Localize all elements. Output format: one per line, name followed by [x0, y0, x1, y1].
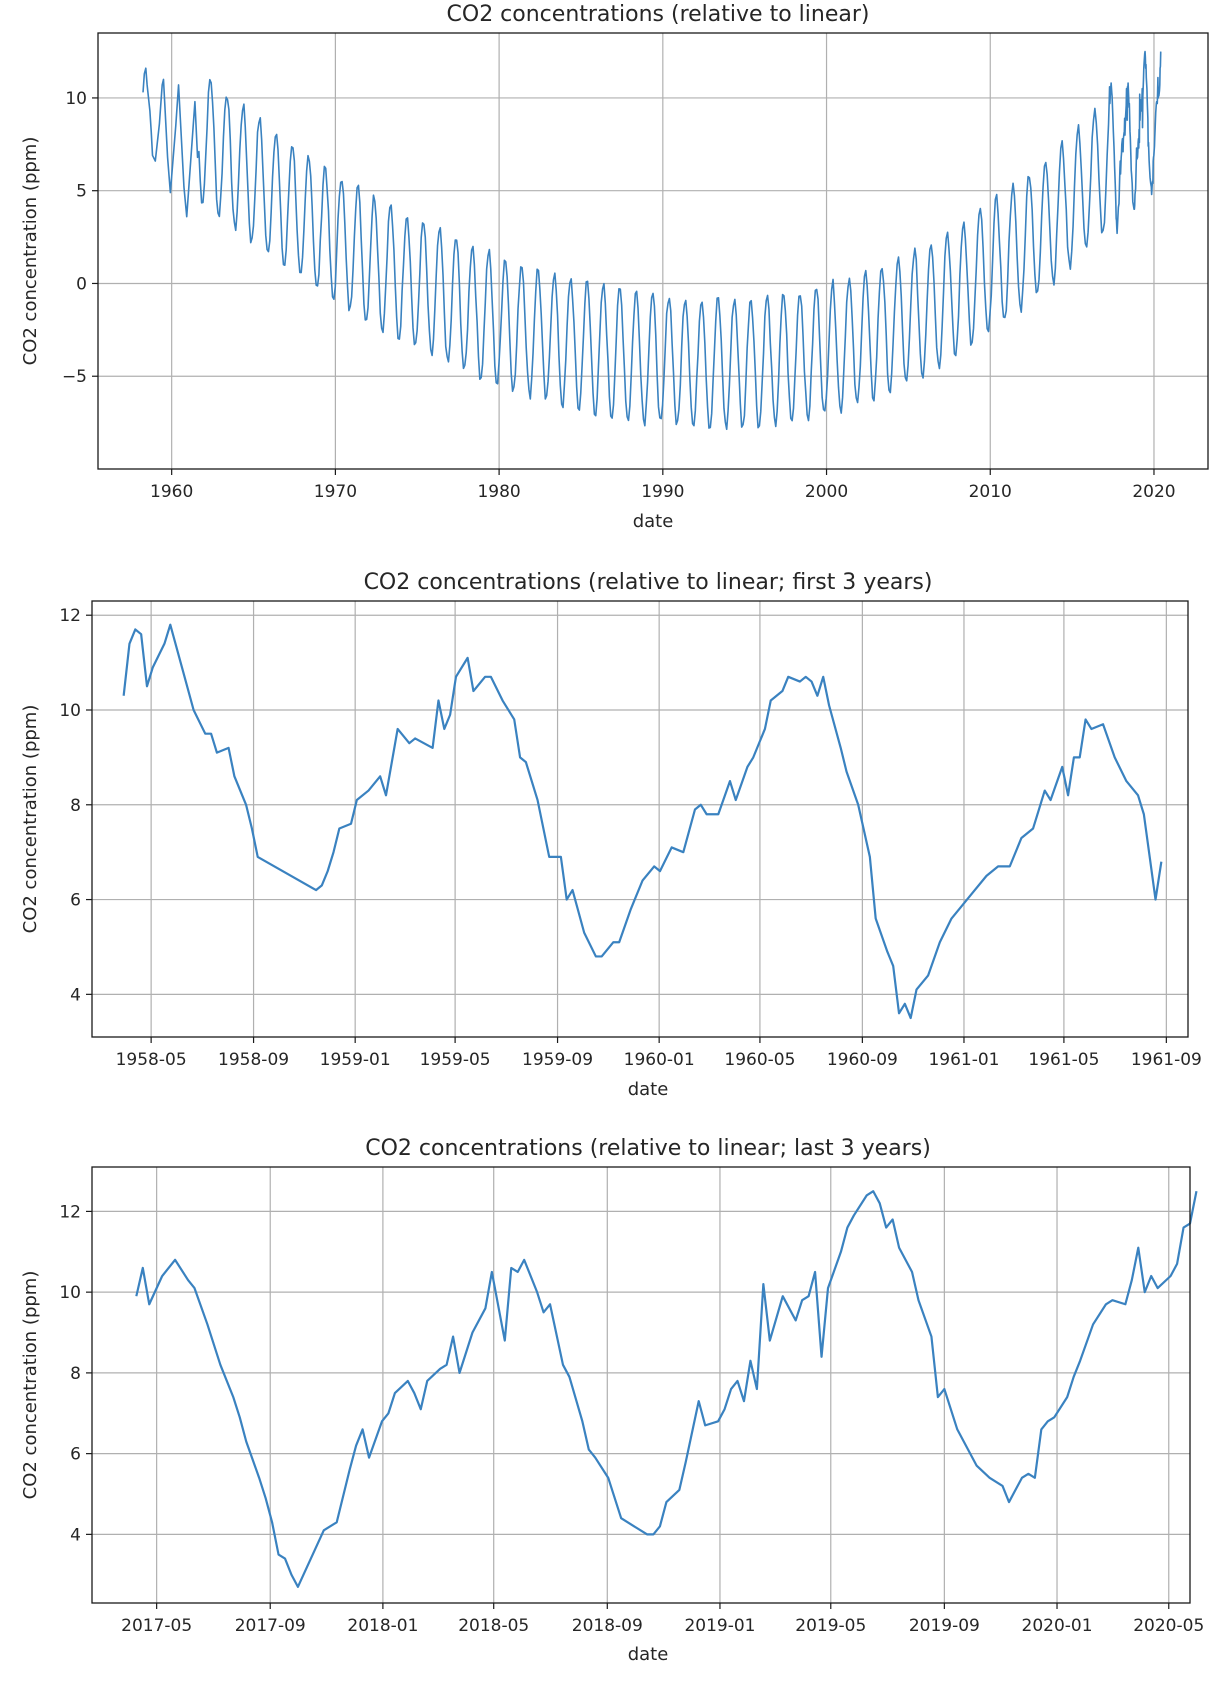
y-tick-label: 8: [70, 1364, 81, 1384]
x-tick-label: 2018-05: [458, 1616, 529, 1636]
y-axis-label: CO2 concentration (ppm): [20, 1271, 41, 1500]
y-tick-labels: 4 6 8 10 12: [59, 1202, 81, 1545]
y-tick-label: 10: [59, 701, 81, 721]
y-tick-label: 10: [59, 1283, 81, 1303]
y-tick-label: 6: [70, 1445, 81, 1465]
y-tick-label: 5: [76, 182, 87, 202]
y-axis-label: CO2 concentration (ppm): [20, 705, 41, 934]
y-axis-label: CO2 concentration (ppm): [20, 137, 41, 366]
x-tick-label: 2019-01: [684, 1616, 755, 1636]
x-tick-label: 1960-05: [724, 1050, 795, 1070]
x-tick-label: 1959-05: [420, 1050, 491, 1070]
x-tick-label: 2020-01: [1022, 1616, 1093, 1636]
chart-panel-3: CO2 concentrations (relative to linear; …: [20, 1136, 1204, 1665]
chart-title: CO2 concentrations (relative to linear; …: [365, 1136, 931, 1161]
x-tick-label: 2017-09: [235, 1616, 306, 1636]
axis-ticks: [92, 97, 1155, 475]
x-tick-label: 2018-01: [347, 1616, 418, 1636]
data-line: [135, 1190, 1198, 1588]
x-tick-label: 2019-05: [795, 1616, 866, 1636]
x-axis-label: date: [628, 1644, 669, 1665]
x-tick-label: 1980: [477, 482, 520, 502]
y-tick-labels: −5 0 5 10: [62, 89, 87, 387]
gridlines: [92, 601, 1188, 1037]
x-tick-label: 2020: [1132, 482, 1175, 502]
x-tick-label: 1970: [314, 482, 357, 502]
y-tick-label: 12: [59, 1202, 81, 1222]
x-tick-label: 1960-09: [827, 1050, 898, 1070]
y-tick-label: 0: [76, 274, 87, 294]
plot-frame: [97, 32, 1209, 470]
x-tick-label: 1961-09: [1131, 1050, 1202, 1070]
x-tick-label: 1960-01: [624, 1050, 695, 1070]
x-tick-label: 2019-09: [909, 1616, 980, 1636]
x-tick-label: 2010: [969, 482, 1012, 502]
y-tick-label: −5: [62, 367, 87, 387]
chart-title: CO2 concentrations (relative to linear): [447, 2, 870, 27]
y-tick-label: 12: [59, 606, 81, 626]
x-axis-label: date: [633, 511, 674, 532]
x-axis-label: date: [628, 1079, 669, 1100]
gridlines: [98, 33, 1208, 469]
x-tick-label: 2020-05: [1133, 1616, 1204, 1636]
axis-ticks: [86, 1210, 1170, 1609]
gridlines: [92, 1167, 1190, 1603]
x-tick-labels: 2017-05 2017-09 2018-01 2018-05 2018-09 2019-…: [121, 1616, 1204, 1636]
x-tick-label: 1958-05: [116, 1050, 187, 1070]
axis-ticks: [86, 614, 1167, 1043]
y-tick-label: 4: [70, 985, 81, 1005]
x-tick-label: 2000: [805, 482, 848, 502]
x-tick-label: 1990: [641, 482, 684, 502]
data-line: [142, 50, 1162, 431]
x-tick-label: 1959-09: [522, 1050, 593, 1070]
y-tick-label: 6: [70, 891, 81, 911]
x-tick-label: 1958-09: [218, 1050, 289, 1070]
plot-frame: [91, 600, 1189, 1038]
x-tick-label: 1960: [150, 482, 193, 502]
x-tick-label: 1961-05: [1028, 1050, 1099, 1070]
x-tick-labels: 1960 1970 1980 1990 2000 2010 2020: [150, 482, 1176, 502]
data-line: [122, 623, 1163, 1020]
x-tick-label: 2017-05: [121, 1616, 192, 1636]
x-tick-label: 1959-01: [320, 1050, 391, 1070]
chart-title: CO2 concentrations (relative to linear; …: [364, 570, 933, 595]
y-tick-label: 10: [65, 89, 87, 109]
y-tick-label: 8: [70, 796, 81, 816]
x-tick-label: 2018-09: [572, 1616, 643, 1636]
x-tick-labels: 1958-05 1958-09 1959-01 1959-05 1959-09 1960-…: [116, 1050, 1202, 1070]
y-tick-label: 4: [70, 1525, 81, 1545]
chart-panel-1: CO2 concentrations (relative to linear) …: [20, 2, 1209, 532]
x-tick-label: 1961-01: [928, 1050, 999, 1070]
chart-panel-2: CO2 concentrations (relative to linear; …: [20, 570, 1202, 1100]
plot-frame: [91, 1166, 1191, 1604]
y-tick-labels: 4 6 8 10 12: [59, 606, 81, 1005]
